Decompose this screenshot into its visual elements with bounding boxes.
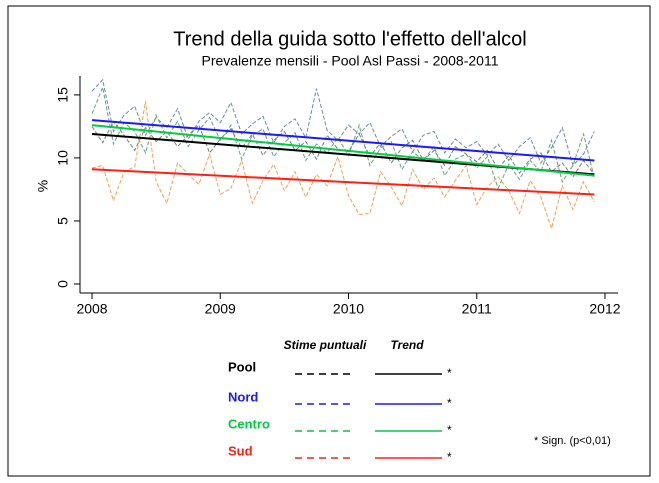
legend-label: Nord — [228, 389, 258, 404]
trend-line — [91, 168, 595, 196]
point-series — [91, 120, 595, 178]
x-tick-label: 2012 — [589, 301, 620, 317]
significance-mark: * — [447, 366, 452, 380]
point-series — [91, 101, 595, 231]
y-tick-label: 0 — [55, 280, 71, 288]
x-tick-label: 2010 — [333, 301, 364, 317]
legend-header: Stime puntuali — [284, 338, 367, 352]
x-tick-label: 2008 — [76, 301, 107, 317]
y-tick-label: 15 — [55, 87, 71, 103]
significance-mark: * — [447, 423, 452, 437]
point-series — [91, 78, 595, 167]
x-tick-label: 2009 — [205, 301, 236, 317]
x-tick-label: 2011 — [462, 301, 492, 317]
legend-label: Centro — [228, 416, 270, 431]
significance-mark: * — [447, 450, 452, 464]
legend-label: Sud — [228, 443, 253, 458]
y-tick-label: 10 — [55, 150, 71, 166]
legend-header: Trend — [390, 338, 424, 352]
trend-line — [91, 119, 595, 162]
chart-title: Trend della guida sotto l'effetto dell'a… — [173, 28, 526, 50]
trend-line — [91, 124, 595, 177]
point-series — [91, 85, 595, 190]
note: * Sign. (p<0,01) — [534, 435, 611, 447]
y-tick-label: 5 — [55, 217, 71, 225]
chart-subtitle: Prevalenze mensili - Pool Asl Passi - 20… — [201, 53, 498, 69]
y-axis-label: % — [35, 180, 51, 192]
significance-mark: * — [447, 396, 452, 410]
legend-label: Pool — [228, 359, 256, 374]
frame — [7, 5, 651, 477]
